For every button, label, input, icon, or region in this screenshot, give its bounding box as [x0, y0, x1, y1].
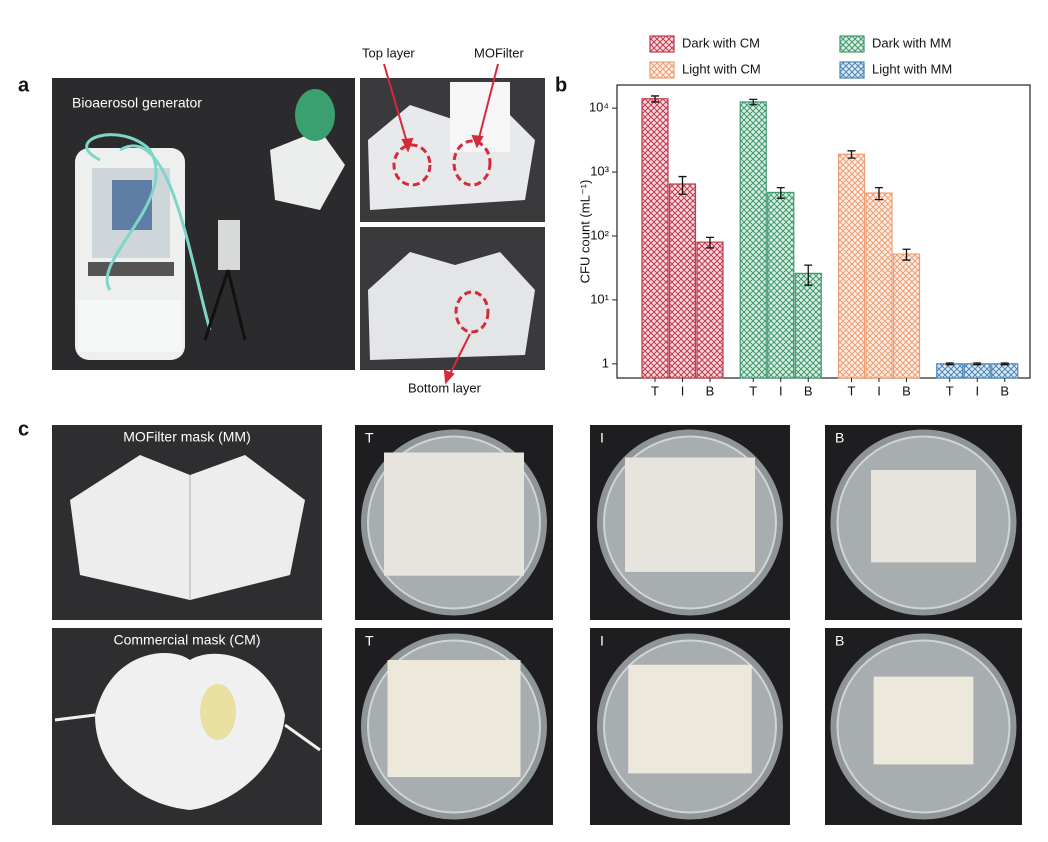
bar: [739, 101, 767, 379]
error-bar: [749, 98, 758, 106]
error-bar: [902, 248, 911, 261]
legend-label: Dark with CM: [682, 35, 760, 50]
bar: [865, 192, 893, 379]
photo-bottom-layer: [360, 227, 545, 370]
bar: [892, 253, 921, 379]
bar: [668, 183, 697, 379]
plate-label: T: [365, 633, 374, 649]
x-tick-label: B: [804, 383, 813, 398]
photo-caption: Commercial mask (CM): [114, 632, 261, 648]
error-bar: [847, 150, 856, 159]
x-tick-label: B: [1000, 383, 1009, 398]
x-tick-label: I: [681, 383, 685, 398]
bar: [963, 363, 991, 379]
error-bar: [706, 236, 714, 249]
panel-label: c: [18, 418, 29, 440]
bar: [641, 98, 669, 379]
bar: [936, 363, 964, 379]
photo-generator: Bioaerosol generator: [52, 78, 355, 370]
legend-swatch: [649, 61, 675, 79]
error-bar: [776, 187, 785, 199]
plate-label: T: [365, 430, 374, 446]
petri-plate-photo: I: [590, 628, 790, 825]
y-axis-label: CFU count (mL⁻¹): [577, 180, 592, 284]
panel-label: a: [18, 74, 30, 96]
error-bar: [945, 362, 954, 366]
petri-plate-photo: I: [590, 425, 790, 620]
legend-swatch: [649, 35, 675, 53]
petri-plate-photo: B: [825, 628, 1022, 825]
x-tick-label: I: [779, 383, 783, 398]
petri-plate-photo: B: [825, 425, 1022, 620]
petri-plate-photo: T: [355, 425, 553, 620]
x-tick-label: T: [946, 383, 954, 398]
annotation-arrows: [383, 63, 499, 385]
photo-caption: MOFilter mask (MM): [123, 429, 251, 445]
x-tick-label: I: [877, 383, 881, 398]
y-tick-label: 10²: [590, 227, 609, 242]
bar: [794, 272, 822, 379]
annotation: Top layer: [362, 45, 415, 60]
bar: [696, 241, 724, 379]
bar: [837, 153, 866, 379]
photo-top-layer: [360, 78, 545, 222]
error-bar: [678, 175, 687, 195]
bar: [991, 363, 1019, 379]
error-bar: [804, 264, 813, 286]
annotation: MOFilter: [474, 45, 525, 60]
error-bar: [875, 187, 883, 201]
error-bar: [1000, 362, 1009, 366]
x-tick-label: I: [975, 383, 979, 398]
annotation: Bottom layer: [408, 380, 482, 395]
plate-label: I: [600, 430, 604, 446]
panel-label: b: [555, 74, 567, 96]
x-tick-label: T: [651, 383, 659, 398]
legend-label: Light with CM: [682, 61, 761, 76]
error-bar: [651, 95, 659, 103]
petri-plate-photo: T: [355, 628, 553, 825]
photo-mm-mask: [52, 425, 322, 620]
legend-swatch: [839, 35, 865, 53]
error-bar: [973, 362, 982, 366]
y-tick-label: 10³: [590, 163, 609, 178]
plot-frame: [616, 84, 1031, 379]
legend-swatch: [839, 61, 865, 79]
x-tick-label: T: [749, 383, 757, 398]
y-tick-label: 10⁴: [589, 100, 609, 115]
photo-caption: Bioaerosol generator: [72, 95, 202, 111]
x-tick-label: T: [848, 383, 856, 398]
plate-label: I: [600, 633, 604, 649]
x-tick-label: B: [902, 383, 911, 398]
photo-cm-mask: [52, 628, 322, 825]
bar: [767, 191, 795, 379]
legend-label: Light with MM: [872, 61, 952, 76]
legend-label: Dark with MM: [872, 35, 951, 50]
y-tick-label: 10¹: [590, 291, 609, 306]
x-tick-label: B: [706, 383, 715, 398]
plate-label: B: [835, 633, 844, 649]
y-tick-label: 1: [602, 355, 609, 370]
plate-label: B: [835, 430, 844, 446]
